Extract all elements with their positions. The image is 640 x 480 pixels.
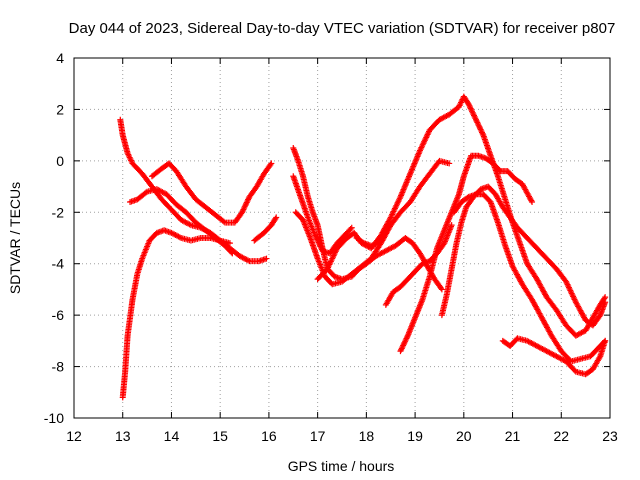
data-point	[601, 295, 608, 302]
series-track-13	[438, 183, 609, 329]
series-track-8	[290, 173, 355, 257]
y-tick-label: 2	[56, 101, 64, 117]
series-track-12	[397, 152, 536, 355]
y-tick-label: 4	[56, 50, 64, 66]
series-layer	[117, 93, 609, 401]
series-track-15	[499, 335, 609, 378]
chart-title: Day 044 of 2023, Sidereal Day-to-day VTE…	[69, 20, 616, 37]
data-point	[438, 286, 445, 293]
data-point	[528, 197, 535, 204]
data-point	[446, 160, 453, 167]
data-point	[437, 285, 444, 292]
x-tick-label: 17	[310, 428, 326, 444]
data-point	[272, 215, 279, 222]
data-point	[228, 249, 235, 256]
data-point	[245, 257, 252, 264]
data-point	[602, 299, 609, 306]
data-point	[273, 214, 280, 221]
series-track-11	[314, 93, 609, 339]
data-point	[176, 234, 183, 241]
data-point	[268, 160, 275, 167]
x-tick-label: 19	[407, 428, 423, 444]
series-track-2	[127, 186, 236, 257]
y-tick-label: -4	[52, 256, 65, 272]
y-tick-label: -10	[44, 410, 64, 426]
y-tick-label: 0	[56, 153, 64, 169]
x-tick-label: 16	[261, 428, 277, 444]
data-point	[529, 199, 536, 205]
x-tick-label: 12	[66, 428, 82, 444]
data-point	[602, 337, 609, 344]
data-point	[220, 218, 227, 225]
plot-frame	[73, 57, 611, 419]
series-track-1	[117, 116, 270, 265]
data-point	[263, 255, 270, 262]
x-tick-label: 15	[212, 428, 228, 444]
series-track-4	[148, 160, 275, 226]
data-point	[348, 224, 355, 231]
data-point	[464, 194, 471, 201]
x-tick-label: 22	[553, 428, 569, 444]
y-tick-label: -8	[52, 359, 65, 375]
series-track-6	[290, 145, 445, 293]
series-track-5	[251, 214, 280, 244]
data-point	[186, 221, 193, 228]
data-point	[448, 222, 455, 229]
data-point	[267, 161, 274, 168]
x-axis-label: GPS time / hours	[288, 458, 395, 474]
y-axis-label: SDTVAR / TECUs	[7, 182, 23, 294]
data-point	[229, 250, 236, 257]
series-track-10	[382, 222, 455, 308]
series-track-14	[451, 191, 609, 365]
data-point	[226, 240, 233, 247]
y-tick-label: -2	[52, 204, 65, 220]
x-tick-label: 13	[115, 428, 131, 444]
series-track-3	[119, 227, 233, 401]
x-tick-label: 23	[602, 428, 618, 444]
x-tick-label: 20	[456, 428, 472, 444]
axis-ticks: 12 13 14 15 16 17 18 19 20 21 22 23 -10 -8 -6 -4 -2 0 2 4	[44, 50, 618, 444]
y-tick-label: -6	[52, 307, 65, 323]
data-point	[142, 189, 149, 196]
x-tick-label: 18	[359, 428, 375, 444]
x-tick-label: 21	[505, 428, 521, 444]
data-point	[347, 226, 354, 232]
data-point	[602, 294, 609, 301]
x-tick-label: 14	[164, 428, 180, 444]
